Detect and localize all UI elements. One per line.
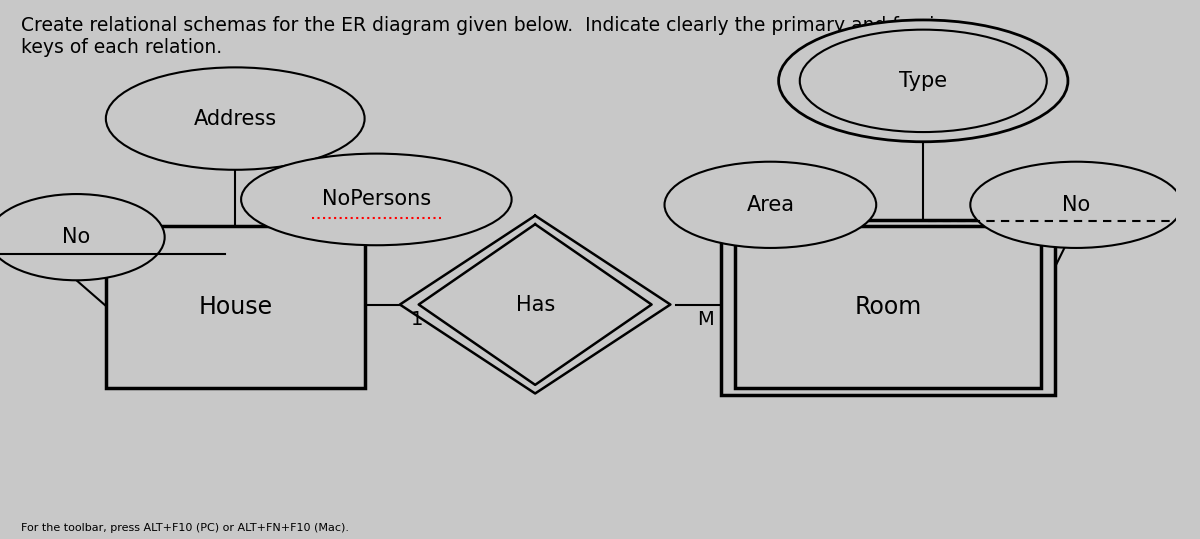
Text: Type: Type: [899, 71, 947, 91]
Text: Create relational schemas for the ER diagram given below.  Indicate clearly the : Create relational schemas for the ER dia…: [22, 16, 959, 57]
Text: Has: Has: [516, 294, 554, 315]
Bar: [106, 226, 365, 388]
Text: For the toolbar, press ALT+F10 (PC) or ALT+FN+F10 (Mac).: For the toolbar, press ALT+F10 (PC) or A…: [22, 522, 349, 533]
Ellipse shape: [0, 194, 164, 280]
Text: NoPersons: NoPersons: [322, 189, 431, 210]
Ellipse shape: [665, 162, 876, 248]
Bar: [721, 220, 1055, 395]
Text: House: House: [198, 295, 272, 319]
Text: Address: Address: [193, 108, 277, 129]
Ellipse shape: [241, 154, 511, 245]
Polygon shape: [400, 216, 671, 393]
Text: 1: 1: [412, 309, 424, 329]
Ellipse shape: [106, 67, 365, 170]
Text: Area: Area: [746, 195, 794, 215]
Bar: [736, 226, 1040, 388]
Text: M: M: [697, 309, 714, 329]
Ellipse shape: [971, 162, 1182, 248]
Text: No: No: [62, 227, 90, 247]
Text: No: No: [1062, 195, 1091, 215]
Text: Room: Room: [854, 295, 922, 319]
Ellipse shape: [799, 30, 1046, 132]
Ellipse shape: [779, 20, 1068, 142]
